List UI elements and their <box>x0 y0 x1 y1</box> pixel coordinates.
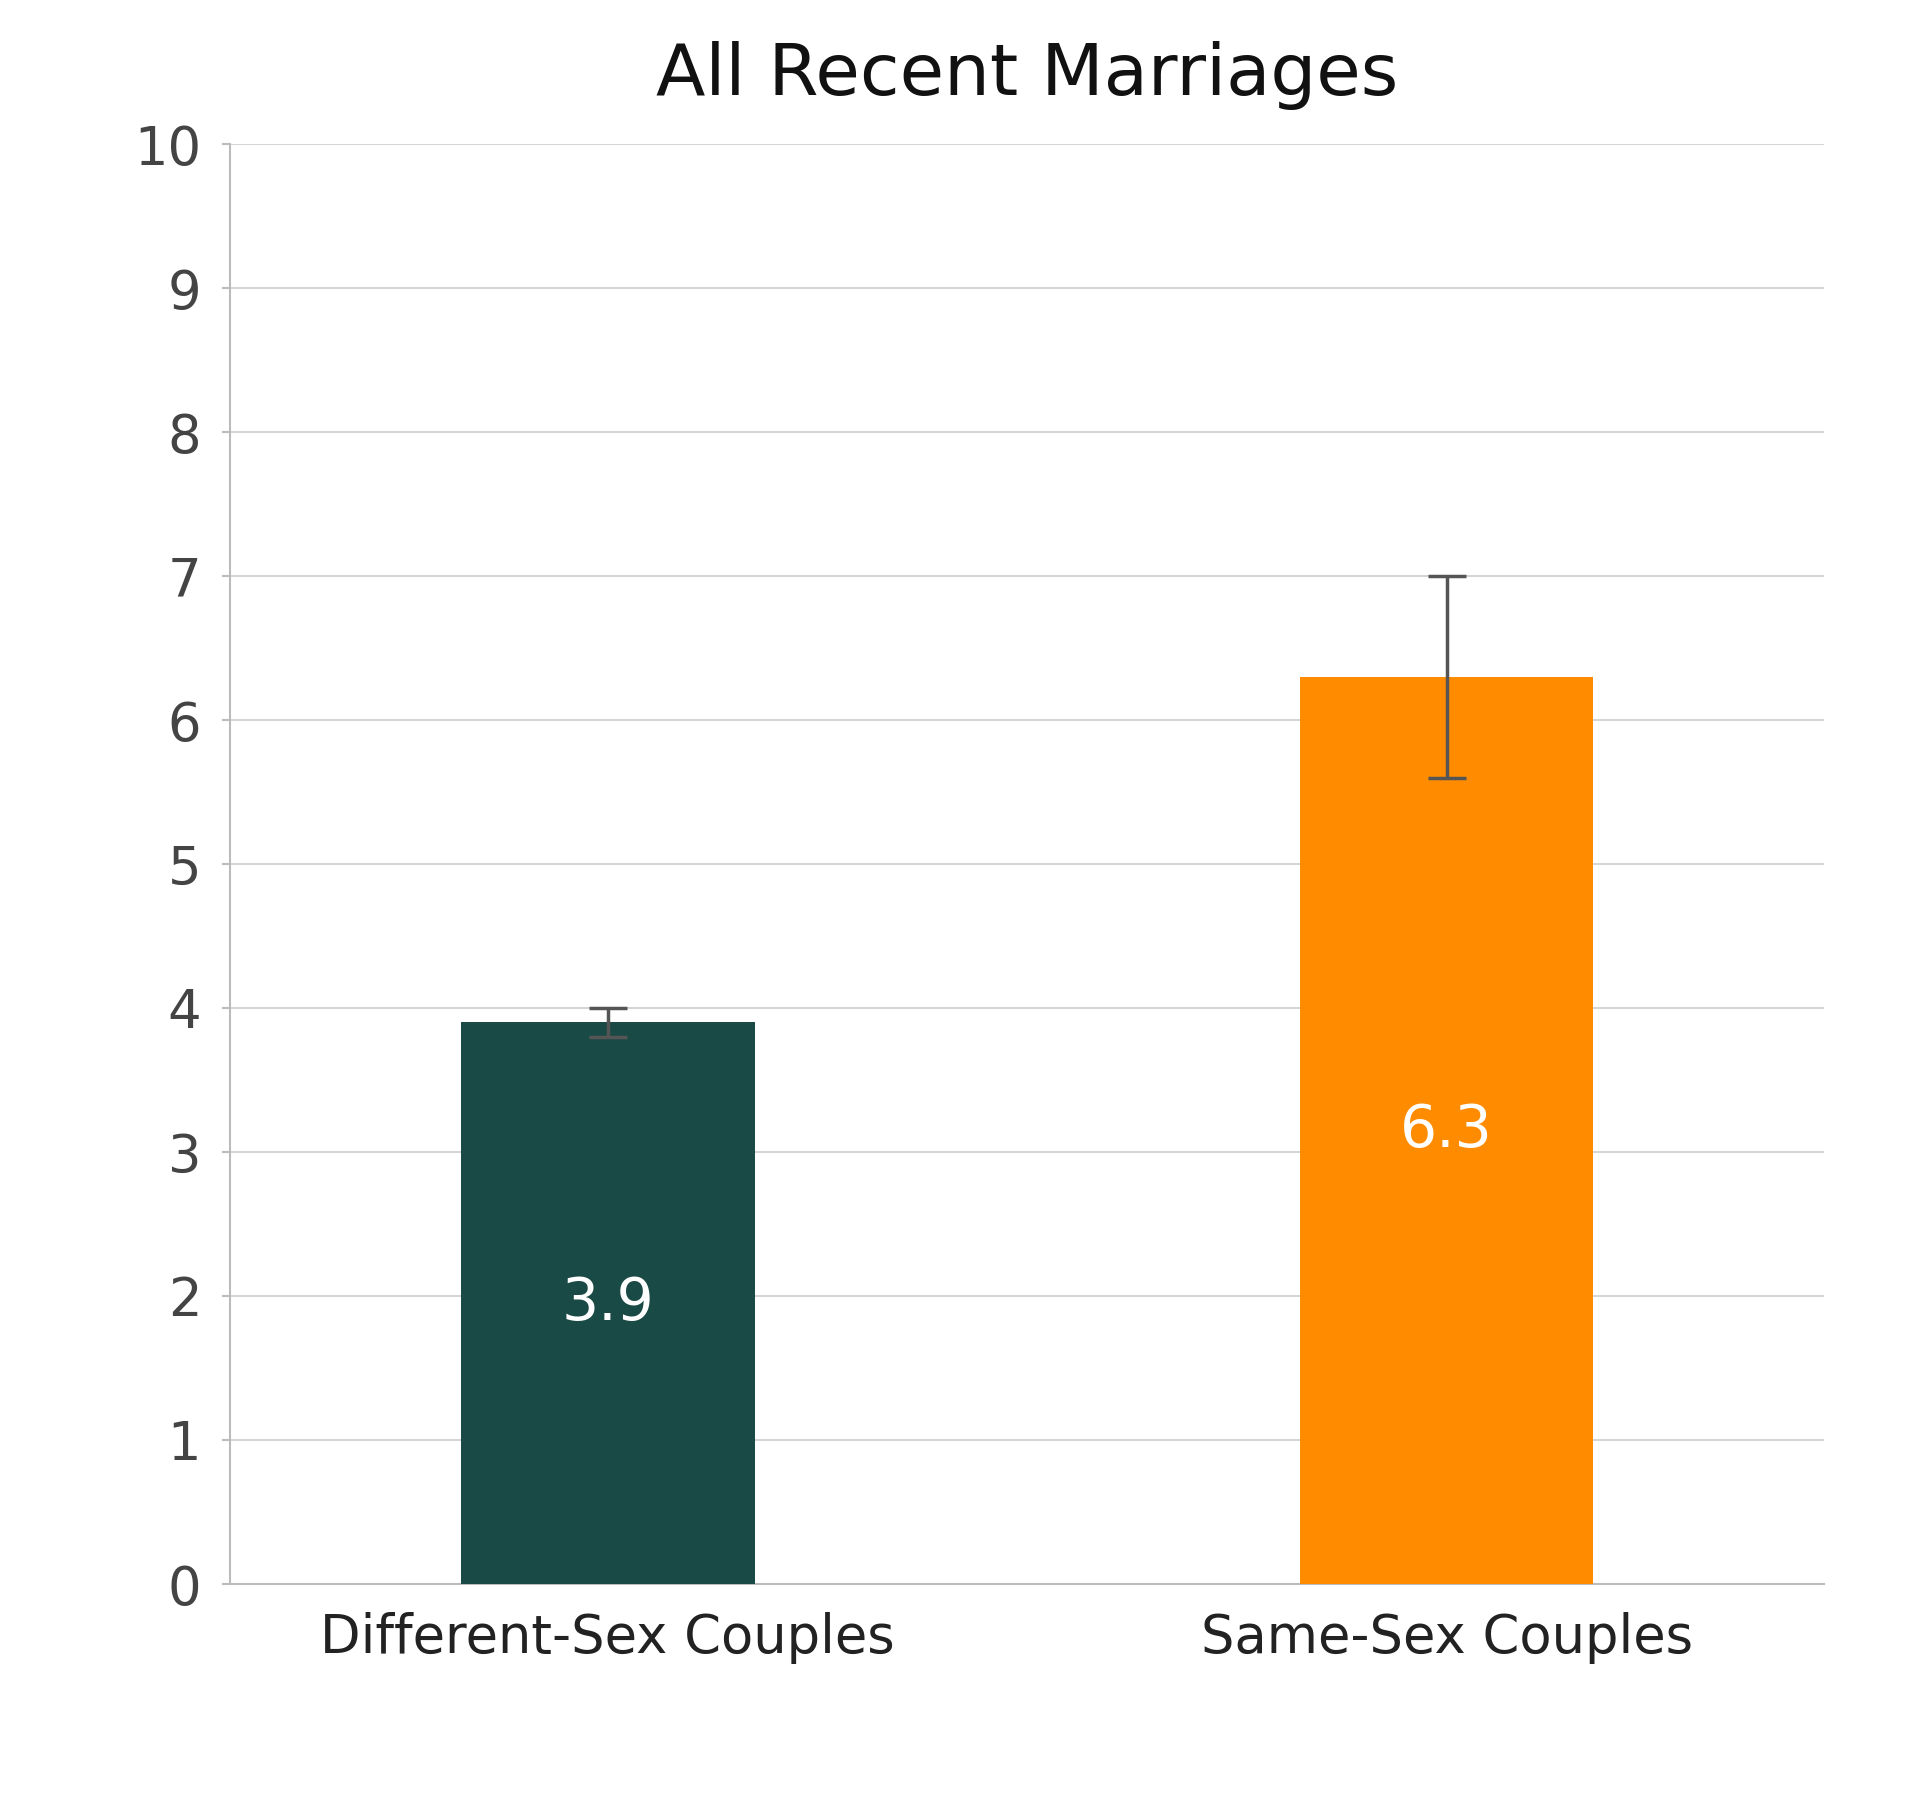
Bar <box>1300 677 1594 1584</box>
Text: 6.3: 6.3 <box>1400 1102 1494 1159</box>
Bar <box>461 1022 755 1584</box>
Title: All Recent Marriages: All Recent Marriages <box>657 41 1398 110</box>
Text: 3.9: 3.9 <box>561 1274 655 1332</box>
